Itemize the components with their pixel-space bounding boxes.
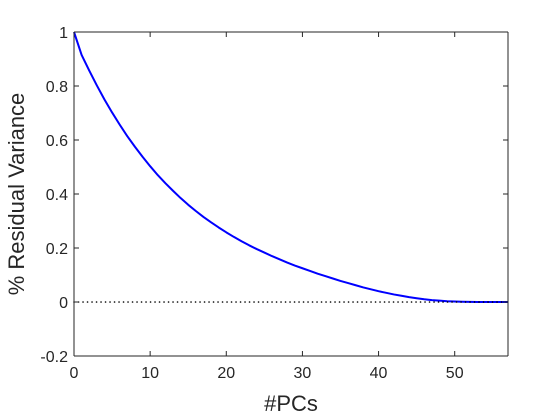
y-axis-label: % Residual Variance: [4, 93, 29, 296]
x-tick-label: 10: [141, 365, 159, 382]
x-tick-label: 0: [70, 365, 79, 382]
x-axis-label: #PCs: [264, 391, 318, 416]
x-tick-label: 50: [446, 365, 464, 382]
y-tick-label: -0.2: [40, 349, 68, 366]
series-layer: [73, 31, 509, 303]
y-tick-label: 0.4: [46, 187, 68, 204]
y-tick-label: 1: [59, 25, 68, 42]
x-tick-label: 20: [217, 365, 235, 382]
x-tick-label: 40: [370, 365, 388, 382]
y-tick-label: 0.8: [46, 79, 68, 96]
ticks-layer: 0 10 20 30 40 50-0.200.20.40.60.81: [40, 25, 508, 382]
x-tick-label: 30: [294, 365, 312, 382]
plot-area: [74, 32, 508, 356]
plot-background: [74, 32, 508, 356]
y-tick-label: 0: [59, 295, 68, 312]
residual-variance-line: [73, 31, 508, 303]
y-tick-label: 0.6: [46, 133, 68, 150]
y-tick-label: 0.2: [46, 241, 68, 258]
